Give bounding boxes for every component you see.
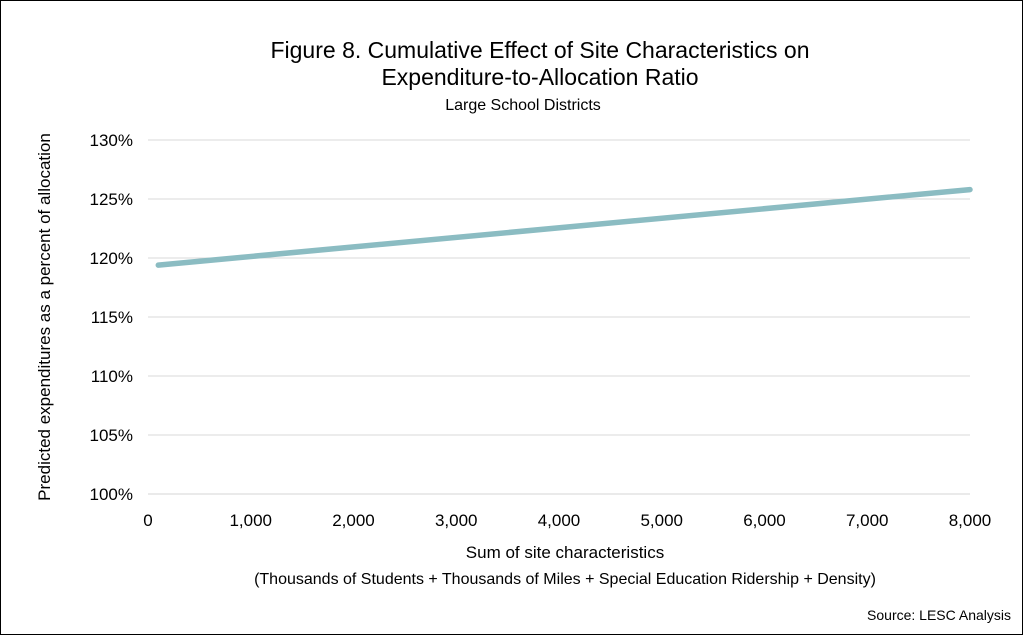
x-tick-label: 5,000 bbox=[640, 511, 683, 530]
chart-title-line-1: Figure 8. Cumulative Effect of Site Char… bbox=[270, 37, 809, 63]
x-tick-label: 8,000 bbox=[949, 511, 992, 530]
chart-subtitle: Large School Districts bbox=[445, 97, 601, 114]
series-lines bbox=[155, 186, 973, 268]
x-tick-label: 3,000 bbox=[435, 511, 478, 530]
y-tick-label: 115% bbox=[91, 308, 133, 327]
source-note: Source: LESC Analysis bbox=[867, 607, 1011, 623]
series-line bbox=[155, 186, 973, 268]
y-tick-label: 100% bbox=[90, 485, 133, 504]
x-axis-label: Sum of site characteristics bbox=[466, 543, 664, 562]
x-tick-label: 2,000 bbox=[332, 511, 375, 530]
y-axis-label: Predicted expenditures as a percent of a… bbox=[35, 133, 54, 501]
x-axis-sublabel: (Thousands of Students + Thousands of Mi… bbox=[254, 571, 876, 588]
x-tick-label: 6,000 bbox=[743, 511, 786, 530]
x-tick-label: 1,000 bbox=[229, 511, 272, 530]
y-tick-label: 120% bbox=[90, 249, 133, 268]
chart-title-line-2: Expenditure-to-Allocation Ratio bbox=[381, 64, 698, 90]
y-tick-label: 130% bbox=[90, 131, 133, 150]
x-tick-label: 7,000 bbox=[846, 511, 889, 530]
x-tick-label: 0 bbox=[143, 511, 152, 530]
y-tick-label: 110% bbox=[91, 367, 133, 386]
gridlines bbox=[148, 139, 970, 495]
y-tick-labels: 100% 105% 110% 115% 120% 125% 130% bbox=[90, 131, 133, 504]
x-tick-labels: 0 1,000 2,000 3,000 4,000 5,000 6,000 7,000 8,00… bbox=[143, 511, 991, 530]
x-tick-label: 4,000 bbox=[538, 511, 581, 530]
y-tick-label: 105% bbox=[90, 426, 133, 445]
y-tick-label: 125% bbox=[90, 190, 133, 209]
